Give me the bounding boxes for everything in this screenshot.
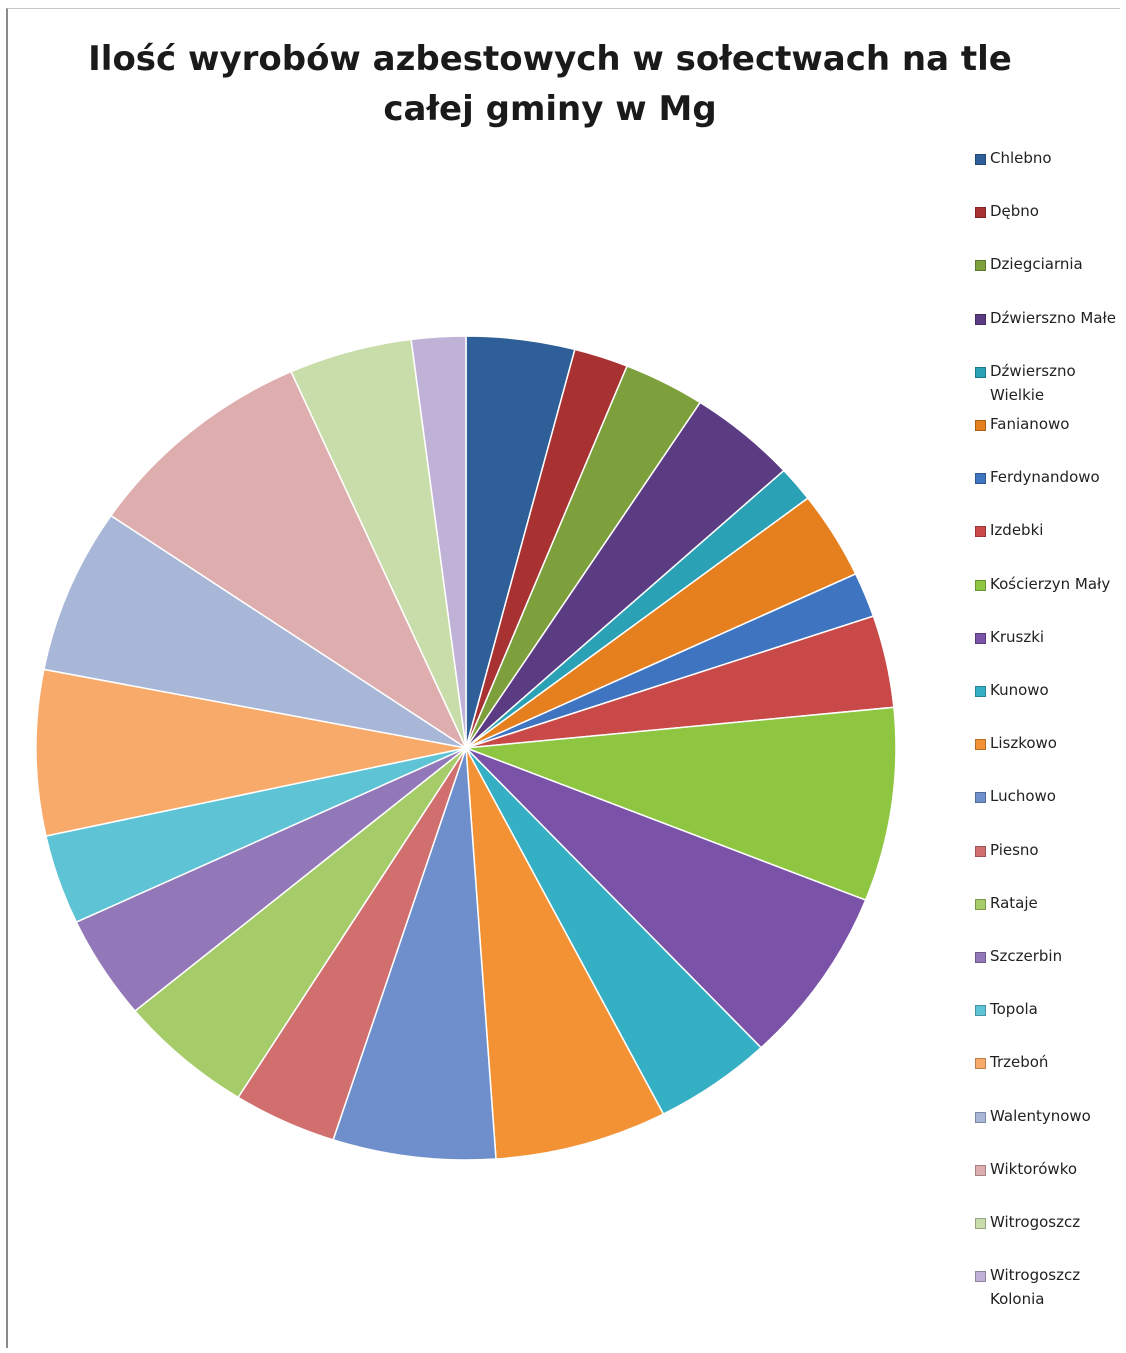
- legend-item: Kruszki: [975, 628, 1120, 649]
- legend-swatch: [975, 792, 986, 804]
- legend-label: Kruszki: [990, 627, 1045, 646]
- chart-title-line-2: całej gminy w Mg: [383, 89, 717, 129]
- legend-label: Kunowo: [990, 681, 1049, 699]
- legend-label: Fanianowo: [990, 415, 1070, 433]
- legend-swatch: [975, 898, 986, 910]
- pie-slice-liszkowo: [465, 747, 665, 1160]
- legend-label: Witrogoszcz Kolonia: [990, 1266, 1081, 1309]
- legend-swatch: [975, 260, 986, 272]
- legend-item: Dębno: [975, 202, 1120, 223]
- legend-swatch: [975, 313, 986, 325]
- legend-item: Luchowo: [975, 787, 1120, 808]
- legend-swatch: [975, 579, 986, 591]
- legend-label: Trzeboń: [990, 1053, 1049, 1072]
- legend-label: Piesno: [990, 840, 1039, 859]
- legend-swatch: [975, 1164, 986, 1176]
- legend-label: Rataje: [990, 893, 1038, 912]
- legend-item: Piesno: [975, 841, 1120, 862]
- legend-label: Liszkowo: [990, 734, 1057, 753]
- pie-slice-witrogoszcz-kolonia: [410, 335, 467, 749]
- legend-swatch: [975, 1218, 986, 1229]
- legend-item: Kościerzyn Mały: [975, 575, 1120, 596]
- legend-item: Ferdynandowo: [975, 468, 1120, 489]
- legend-swatch: [975, 845, 986, 857]
- legend-item: Topola: [975, 1000, 1120, 1021]
- legend-label: Dębno: [990, 202, 1039, 221]
- legend-swatch: [975, 154, 986, 165]
- legend-label: Wiktorówko: [990, 1159, 1078, 1178]
- legend-swatch: [975, 952, 986, 963]
- legend-swatch: [975, 420, 986, 431]
- legend-swatch: [975, 1058, 986, 1070]
- pie-slice-kruszki: [465, 747, 867, 1049]
- legend-item: Walentynowo: [975, 1107, 1120, 1128]
- legend-swatch: [975, 366, 986, 378]
- legend-label: Walentynowo: [990, 1106, 1091, 1125]
- legend-swatch: [975, 207, 986, 219]
- legend-label: Szczerbin: [990, 947, 1063, 965]
- legend-item: Rataje: [975, 894, 1120, 915]
- legend-item: Witrogoszcz Kolonia: [975, 1266, 1120, 1311]
- legend-label: Dziegciarnia: [990, 255, 1083, 274]
- legend-item: Dźwierszno Wielkie: [975, 362, 1120, 407]
- legend-swatch: [975, 1111, 986, 1123]
- legend-swatch: [975, 739, 986, 751]
- legend-label: Izdebki: [990, 521, 1044, 540]
- legend-label: Ferdynandowo: [990, 468, 1100, 487]
- pie-slice-luchowo: [332, 747, 497, 1161]
- legend-label: Topola: [990, 1000, 1038, 1019]
- legend-label: Chlebno: [990, 149, 1052, 167]
- chart-title: Ilość wyrobów azbestowych w sołectwach n…: [60, 34, 1040, 134]
- legend-item: Liszkowo: [975, 734, 1120, 755]
- pie-slice-wiktorówko: [109, 370, 468, 751]
- legend-item: Dziegciarnia: [975, 255, 1120, 276]
- legend-item: Chlebno: [975, 149, 1120, 170]
- legend-label: Witrogoszcz: [990, 1213, 1081, 1231]
- legend-label: Dźwierszno Małe: [990, 308, 1117, 327]
- pie-slice-trzeboń: [35, 668, 467, 837]
- legend-label: Kościerzyn Mały: [990, 574, 1111, 593]
- legend-item: Fanianowo: [975, 415, 1120, 436]
- legend-label: Luchowo: [990, 787, 1056, 806]
- legend-item: Dźwierszno Małe: [975, 309, 1120, 330]
- legend-swatch: [975, 473, 986, 485]
- legend-item: Izdebki: [975, 521, 1120, 542]
- legend-item: Witrogoszcz: [975, 1213, 1120, 1234]
- legend-item: Szczerbin: [975, 947, 1120, 968]
- legend-item: Wiktorówko: [975, 1160, 1120, 1181]
- legend-item: Trzeboń: [975, 1053, 1120, 1074]
- legend-swatch: [975, 686, 986, 697]
- legend-item: Kunowo: [975, 681, 1120, 702]
- chart-title-line-1: Ilość wyrobów azbestowych w sołectwach n…: [88, 39, 1012, 79]
- legend-swatch: [975, 526, 986, 538]
- legend-swatch: [975, 1005, 986, 1017]
- pie-slice-walentynowo: [43, 514, 467, 749]
- legend-swatch: [975, 632, 986, 644]
- legend-label: Dźwierszno Wielkie: [990, 361, 1076, 404]
- legend-swatch: [975, 1271, 986, 1283]
- chart-frame: [6, 8, 1120, 1348]
- pie-slice-kościerzyn-mały: [465, 706, 897, 902]
